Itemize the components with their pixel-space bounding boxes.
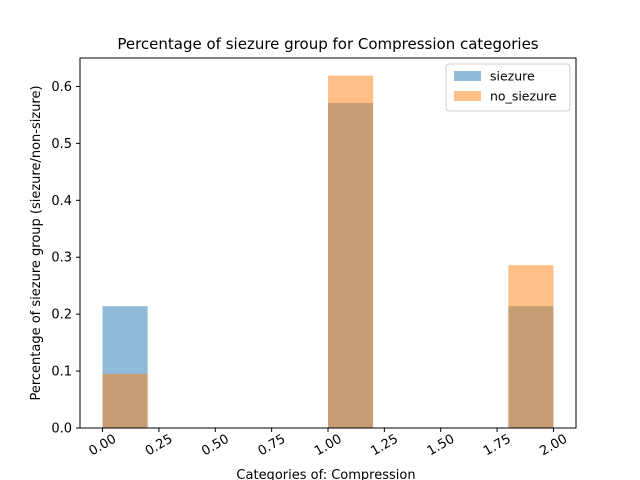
y-axis: 0.0 0.1 0.2 0.3 0.4 0.5 0.6 — [51, 80, 80, 437]
legend-swatch-siezure — [454, 71, 481, 81]
legend-swatch-no-siezure — [454, 91, 481, 101]
y-tick-label: 0.1 — [51, 365, 72, 380]
x-axis-title: Categories of: Compression — [236, 468, 415, 480]
y-axis-title: Percentage of siezure group (siezure/non… — [29, 85, 44, 400]
legend-label-siezure: siezure — [490, 69, 535, 84]
legend-label-no-siezure: no_siezure — [490, 89, 557, 104]
bars-layer — [102, 75, 554, 429]
bar-no-siezure-1 — [328, 75, 374, 429]
chart-title: Percentage of siezure group for Compress… — [117, 35, 538, 53]
y-tick-label: 0.0 — [51, 422, 72, 437]
y-tick-label: 0.3 — [51, 251, 72, 266]
y-tick-label: 0.2 — [51, 308, 72, 323]
bar-no-siezure-2 — [508, 265, 554, 428]
y-tick-label: 0.6 — [51, 80, 72, 95]
y-tick-label: 0.4 — [51, 194, 72, 209]
bar-no-siezure-0 — [102, 373, 148, 428]
y-tick-label: 0.5 — [51, 137, 72, 152]
legend: siezure no_siezure — [445, 63, 571, 112]
